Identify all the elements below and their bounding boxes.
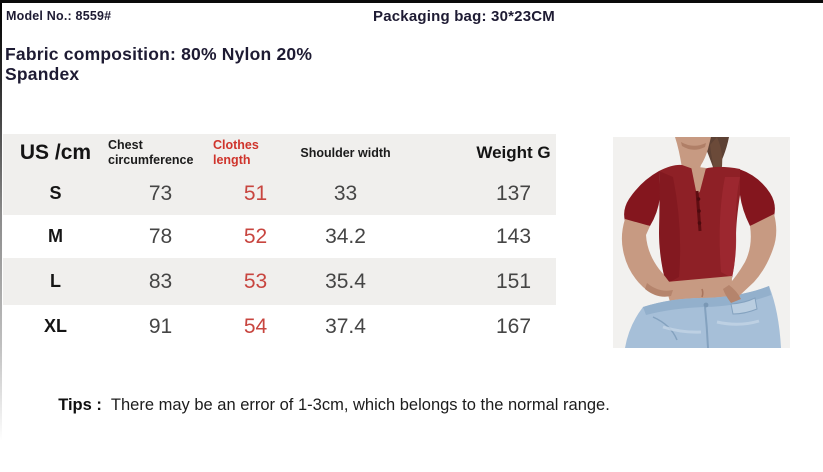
table-row-xl: XL 91 54 37.4 167 xyxy=(3,305,556,348)
product-photo xyxy=(613,137,790,348)
fabric-line-2: Spandex xyxy=(5,64,80,84)
fabric-line-1: Fabric composition: 80% Nylon 20% xyxy=(5,44,313,64)
weight-cell: 151 xyxy=(495,269,532,293)
tips: Tips : There may be an error of 1-3cm, wh… xyxy=(5,391,663,420)
length-cell: 53 xyxy=(243,269,268,293)
header-size-unit: US /cm xyxy=(19,141,92,164)
weight-cell: 143 xyxy=(495,224,532,248)
size-table: US /cm Chest circumference Clothes lengt… xyxy=(3,134,556,348)
left-border-line xyxy=(0,3,2,441)
top-border-line xyxy=(0,0,823,3)
tips-text: There may be an error of 1-3cm, which be… xyxy=(110,396,610,414)
table-header-row: US /cm Chest circumference Clothes lengt… xyxy=(3,134,556,172)
header-weight: Weight G xyxy=(476,143,551,162)
size-cell: L xyxy=(50,271,61,291)
weight-cell: 137 xyxy=(495,181,532,205)
chest-cell: 91 xyxy=(148,314,173,338)
length-cell: 51 xyxy=(243,181,268,205)
chest-cell: 78 xyxy=(148,224,173,248)
size-cell: XL xyxy=(43,316,67,336)
shoulder-cell: 34.2 xyxy=(325,224,366,248)
table-row-l: L 83 53 35.4 151 xyxy=(3,258,556,305)
length-cell: 52 xyxy=(243,224,268,248)
chest-cell: 83 xyxy=(148,269,173,293)
fabric-composition: Fabric composition: 80% Nylon 20% Spande… xyxy=(5,44,345,84)
table-row-m: M 78 52 34.2 143 xyxy=(3,215,556,258)
chest-cell: 73 xyxy=(148,181,173,205)
packaging-info: Packaging bag: 30*23CM xyxy=(373,8,555,25)
weight-cell: 167 xyxy=(495,314,532,338)
shoulder-cell: 35.4 xyxy=(325,269,366,293)
length-cell: 54 xyxy=(243,314,268,338)
shoulder-cell: 37.4 xyxy=(325,314,366,338)
shoulder-cell: 33 xyxy=(333,181,358,205)
table-row-s: S 73 51 33 137 xyxy=(3,172,556,215)
size-cell: S xyxy=(49,183,62,203)
header-shoulder: Shoulder width xyxy=(300,145,391,160)
tips-label: Tips : xyxy=(58,396,102,414)
model-number: Model No.: 8559# xyxy=(6,9,112,23)
size-cell: M xyxy=(48,226,63,246)
header-chest: Chest circumference xyxy=(108,138,194,167)
header-clothes-length: Clothes length xyxy=(213,138,259,167)
